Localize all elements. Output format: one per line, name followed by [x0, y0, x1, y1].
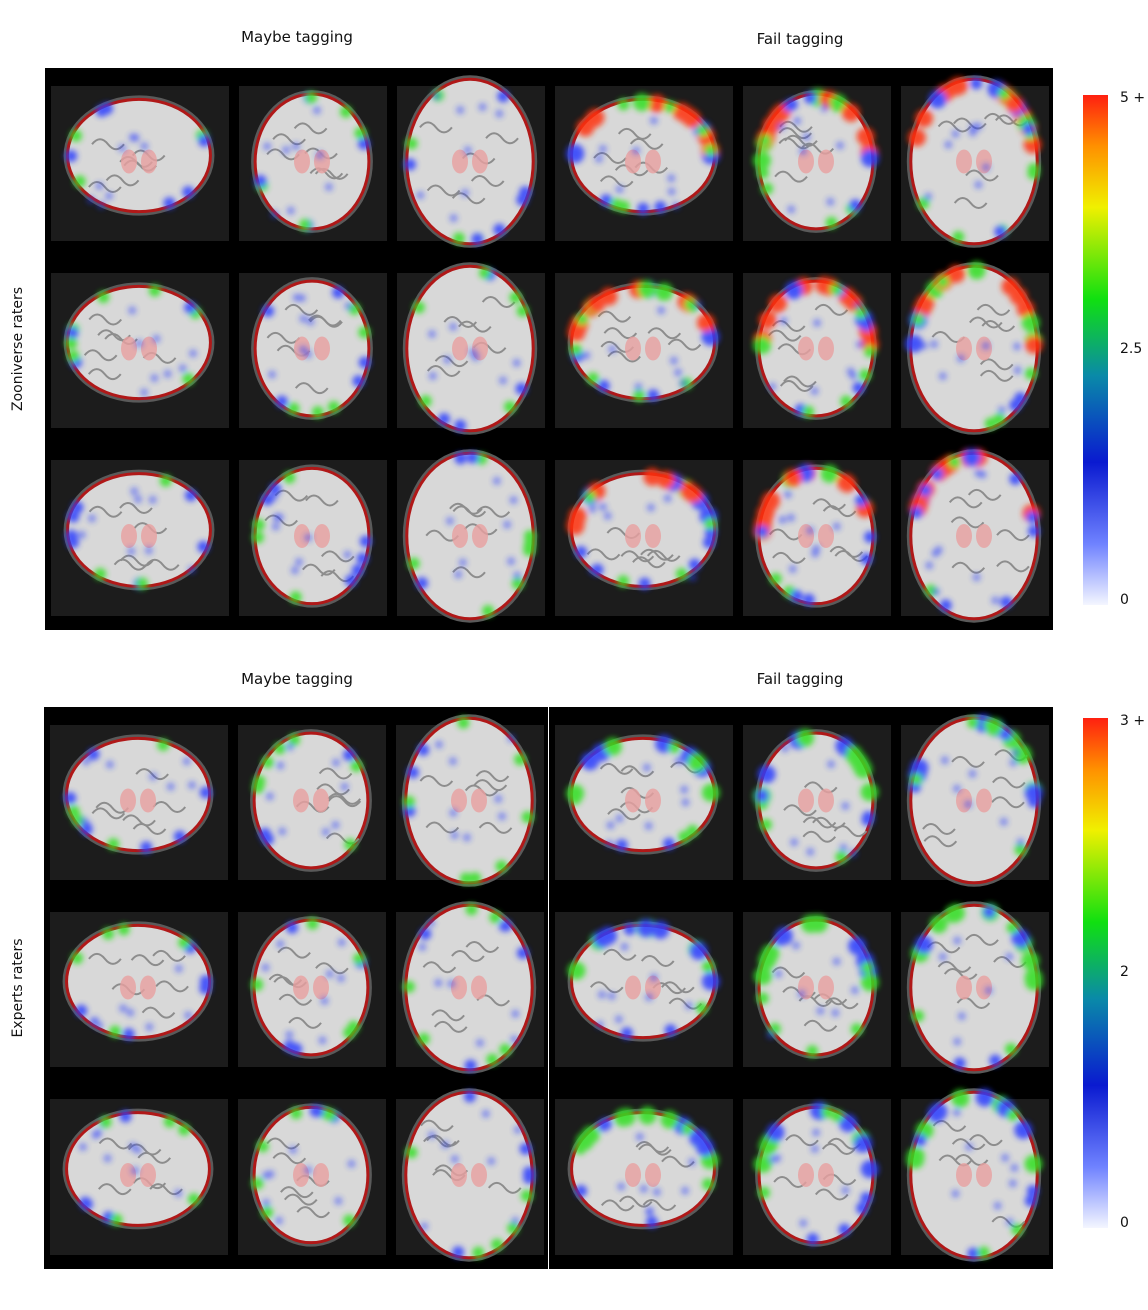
- column-title-zooniverse-maybe: Maybe tagging: [241, 28, 353, 46]
- brain-slice: [743, 460, 891, 616]
- brain-slice: [743, 86, 891, 241]
- brain-slice: [50, 725, 228, 880]
- brain-slice: [901, 261, 1049, 435]
- brain-slice: [555, 912, 733, 1067]
- brain-slice: [51, 86, 229, 241]
- brain-slice: [50, 912, 228, 1067]
- brain-slice: [396, 1088, 544, 1262]
- brain-panel-zooniverse-fail: [549, 68, 1053, 630]
- brain-panel-experts-fail: [549, 707, 1053, 1269]
- brain-slice: [239, 273, 387, 428]
- row-title-experts: Experts raters: [10, 938, 26, 1038]
- brain-slice: [555, 725, 733, 880]
- row-title-zooniverse: Zooniverse raters: [10, 287, 26, 411]
- colorbar-min-label: 0: [1120, 1215, 1129, 1231]
- brain-slice: [397, 75, 545, 248]
- brain-slice: [239, 460, 387, 616]
- colorbar-mid-label: 2.5: [1120, 341, 1143, 357]
- brain-slice: [397, 449, 545, 623]
- column-title-experts-maybe: Maybe tagging: [241, 670, 353, 688]
- brain-slice: [901, 1088, 1049, 1262]
- brain-slice: [238, 725, 386, 880]
- brain-slice: [743, 912, 891, 1067]
- brain-slice: [238, 912, 386, 1067]
- brain-slice: [396, 901, 544, 1074]
- brain-slice-grid: [555, 714, 1049, 1262]
- brain-slice: [901, 714, 1049, 887]
- colorbar-max-label: 5 +: [1120, 90, 1146, 106]
- brain-slice-grid: [51, 75, 545, 623]
- brain-slice: [239, 86, 387, 241]
- brain-slice: [238, 1099, 386, 1255]
- brain-slice: [555, 273, 733, 428]
- brain-slice: [397, 262, 545, 435]
- brain-panel-zooniverse-maybe: [45, 68, 549, 630]
- column-title-experts-fail: Fail tagging: [756, 670, 844, 688]
- brain-panel-experts-maybe: [44, 707, 548, 1269]
- brain-slice: [51, 460, 229, 616]
- brain-slice: [901, 75, 1049, 248]
- brain-slice-grid: [555, 75, 1049, 623]
- brain-slice: [901, 448, 1049, 623]
- brain-slice: [743, 1099, 891, 1255]
- brain-slice: [50, 1099, 228, 1255]
- colorbar-zooniverse: [1083, 95, 1108, 605]
- brain-slice: [555, 1099, 733, 1255]
- colorbar-min-label: 0: [1120, 592, 1129, 608]
- brain-slice: [555, 460, 733, 616]
- colorbar-mid-label: 2: [1120, 964, 1129, 980]
- colorbar-experts: [1083, 718, 1108, 1228]
- brain-slice: [743, 273, 891, 428]
- brain-slice: [396, 714, 544, 887]
- brain-slice: [743, 725, 891, 880]
- brain-slice: [901, 901, 1049, 1074]
- column-title-zooniverse-fail: Fail tagging: [756, 30, 844, 48]
- brain-slice: [51, 273, 229, 428]
- colorbar-max-label: 3 +: [1120, 713, 1146, 729]
- brain-slice: [555, 86, 733, 241]
- brain-slice-grid: [50, 714, 544, 1262]
